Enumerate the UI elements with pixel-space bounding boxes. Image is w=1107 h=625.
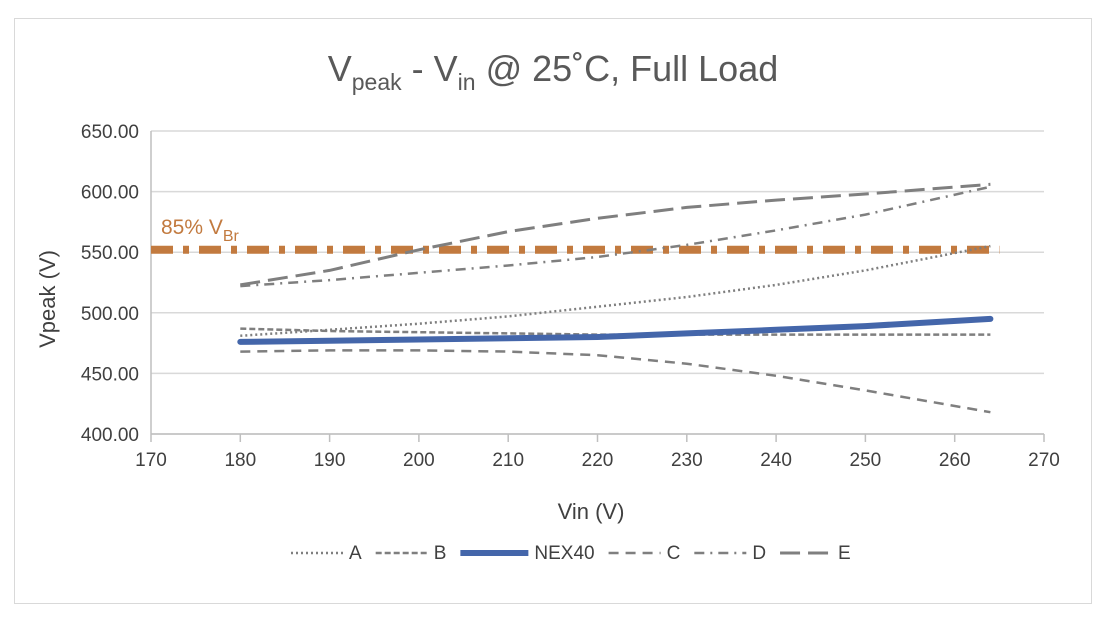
series-line-e — [240, 182, 991, 287]
line-chart: Vpeak - Vin @ 25˚C, Full Load 400.00 450.… — [35, 48, 1060, 564]
y-axis-label: Vpeak (V) — [35, 250, 60, 348]
x-tick-label: 170 — [135, 450, 167, 471]
x-tick-label: 260 — [939, 450, 971, 471]
chart-title: Vpeak - Vin @ 25˚C, Full Load — [328, 48, 779, 95]
legend-label-c: C — [667, 543, 681, 564]
legend-label-e: E — [838, 543, 851, 564]
y-tick-label: 550.00 — [81, 243, 139, 264]
x-tick-label: 240 — [760, 450, 792, 471]
y-tick-label: 600.00 — [81, 183, 139, 204]
x-tick-label: 220 — [582, 450, 614, 471]
series-line-a — [240, 244, 991, 338]
legend-label-a: A — [349, 543, 362, 564]
x-tick-label: 250 — [850, 450, 882, 471]
series-line-nex40 — [237, 315, 994, 345]
x-tick-label: 230 — [671, 450, 703, 471]
x-tick-label: 180 — [224, 450, 256, 471]
x-axis-label: Vin (V) — [558, 499, 625, 524]
chart-frame: Vpeak - Vin @ 25˚C, Full Load 400.00 450.… — [14, 18, 1092, 604]
reference-line-label: 85% VBr — [161, 216, 240, 245]
series-line-c — [240, 349, 991, 414]
x-tick-label: 270 — [1028, 450, 1060, 471]
y-tick-label: 400.00 — [81, 425, 139, 446]
series-line-d — [240, 185, 991, 288]
legend-label-b: B — [434, 543, 447, 564]
y-tick-label: 650.00 — [81, 122, 139, 143]
x-tick-label: 210 — [492, 450, 524, 471]
legend-label-nex40: NEX40 — [534, 543, 594, 564]
y-tick-label: 500.00 — [81, 304, 139, 325]
y-tick-label: 450.00 — [81, 364, 139, 385]
series-line-b — [240, 327, 991, 336]
x-tick-label: 190 — [314, 450, 346, 471]
legend-label-d: D — [752, 543, 766, 564]
x-tick-label: 200 — [403, 450, 435, 471]
